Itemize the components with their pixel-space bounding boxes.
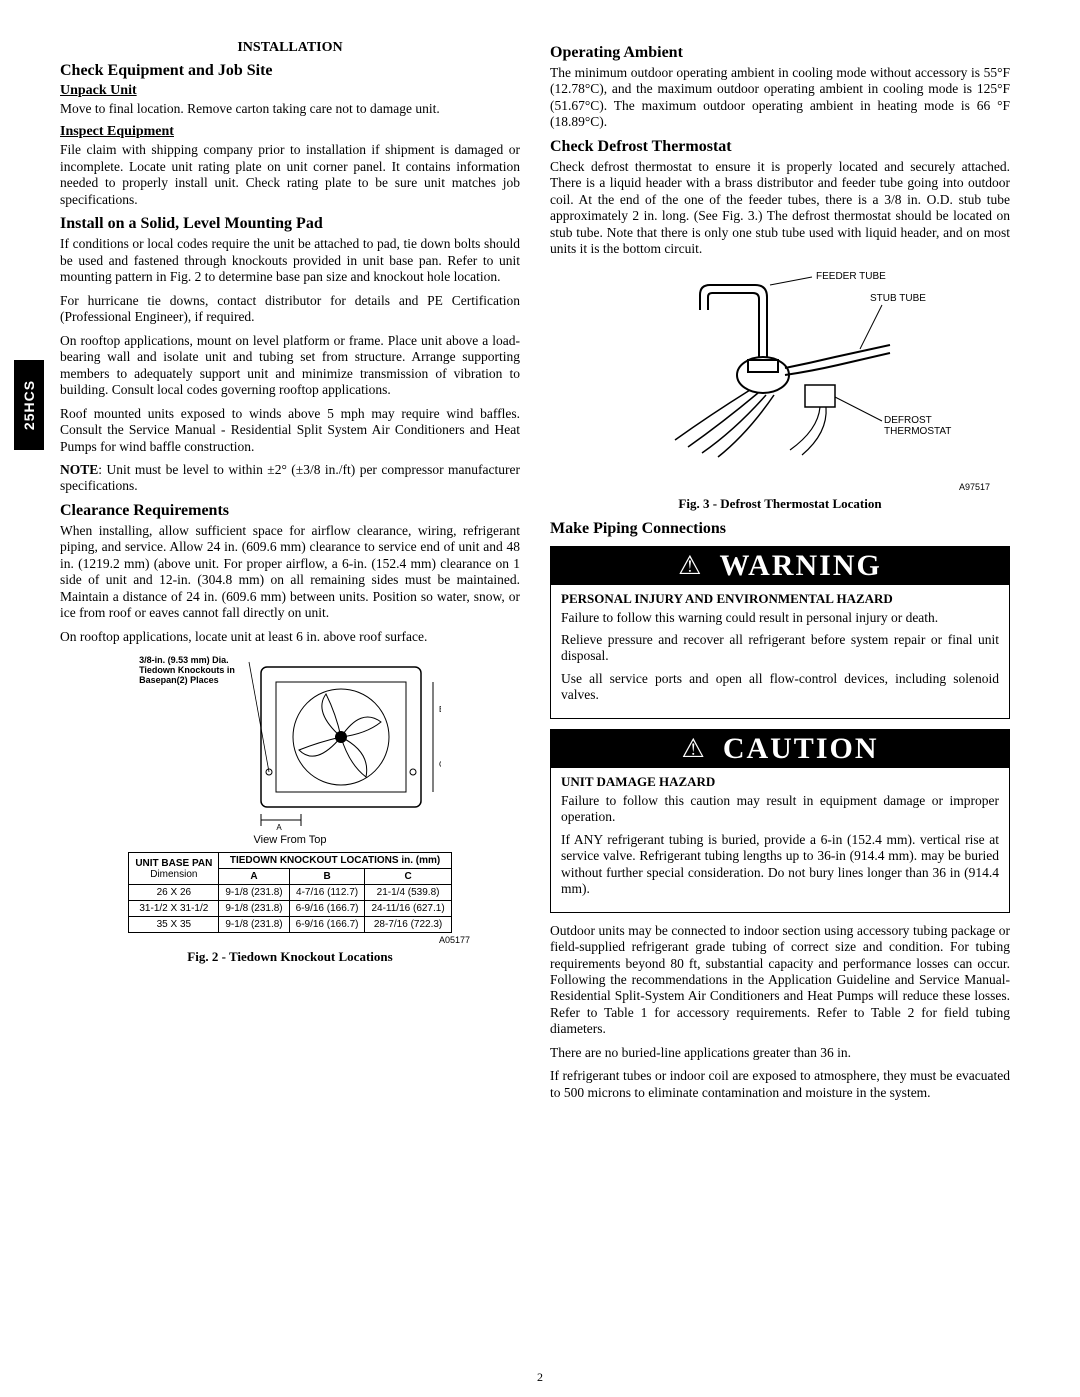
caution-title: CAUTION [723,732,879,766]
outdoor-p3: If refrigerant tubes or indoor coil are … [550,1068,1010,1101]
inspect-heading: Inspect Equipment [60,124,520,140]
fig2-note: 3/8-in. (9.53 mm) Dia. Tiedown Knockouts… [139,656,235,686]
th-b: B [289,869,365,885]
figure-3: FEEDER TUBE STUB TUBE DEFROST THERMOSTAT… [550,265,1010,512]
side-tab-label: 25HCS [21,380,37,430]
side-tab: 25HCS [14,360,44,450]
table-row: 31-1/2 X 31-1/2 9-1/8 (231.8) 6-9/16 (16… [129,901,451,917]
note-rest: : Unit must be level to within ±2° (±3/8… [60,462,520,493]
caution-subtitle: UNIT DAMAGE HAZARD [561,774,999,790]
left-column: 25HCS INSTALLATION Check Equipment and J… [60,40,520,1108]
defrost-heading: Check Defrost Thermostat [550,138,1010,156]
install-p4: Roof mounted units exposed to winds abov… [60,406,520,455]
svg-text:C: C [439,760,441,769]
unpack-body: Move to final location. Remove carton ta… [60,101,520,117]
outdoor-p1: Outdoor units may be connected to indoor… [550,923,1010,1038]
make-piping-heading: Make Piping Connections [550,520,1010,538]
clearance-p1: When installing, allow sufficient space … [60,523,520,622]
install-p2: For hurricane tie downs, contact distrib… [60,293,520,326]
caution-p1: Failure to follow this caution may resul… [561,793,999,826]
right-column: Operating Ambient The minimum outdoor op… [550,40,1010,1108]
svg-text:A: A [276,823,282,832]
check-equipment-heading: Check Equipment and Job Site [60,62,520,80]
th-basepan: UNIT BASE PAN Dimension [129,853,219,885]
table-row: 26 X 26 9-1/8 (231.8) 4-7/16 (112.7) 21-… [129,885,451,901]
th-locations: TIEDOWN KNOCKOUT LOCATIONS in. (mm) [219,853,451,869]
install-note: NOTE: Unit must be level to within ±2° (… [60,462,520,495]
svg-text:B: B [439,705,441,714]
fig2-caption: Fig. 2 - Tiedown Knockout Locations [60,949,520,965]
caution-header: ⚠ CAUTION [551,730,1009,768]
page-number: 2 [537,1370,543,1385]
figure-2: 3/8-in. (9.53 mm) Dia. Tiedown Knockouts… [60,652,520,846]
table-row: 35 X 35 9-1/8 (231.8) 6-9/16 (166.7) 28-… [129,917,451,933]
fig2-id: A05177 [110,935,470,945]
unpack-heading: Unpack Unit [60,83,520,99]
fig3-id: A97517 [550,482,1010,492]
operating-body: The minimum outdoor operating ambient in… [550,65,1010,131]
section-label: INSTALLATION [60,40,520,56]
warning-p3: Use all service ports and open all flow-… [561,671,999,704]
note-label: NOTE [60,462,98,477]
caution-box: ⚠ CAUTION UNIT DAMAGE HAZARD Failure to … [550,729,1010,913]
fig3-caption: Fig. 3 - Defrost Thermostat Location [550,496,1010,512]
caution-p2: If ANY refrigerant tubing is buried, pro… [561,832,999,898]
caution-icon: ⚠ [682,736,705,762]
inspect-body: File claim with shipping company prior t… [60,142,520,208]
fig3-svg: FEEDER TUBE STUB TUBE DEFROST THERMOSTAT [580,265,980,475]
clearance-p2: On rooftop applications, locate unit at … [60,629,520,645]
install-p1: If conditions or local codes require the… [60,236,520,285]
fig3-stub-label: STUB TUBE [870,293,926,304]
th-a: A [219,869,289,885]
clearance-heading: Clearance Requirements [60,502,520,520]
fig2-svg: A B C [241,652,441,832]
tiedown-table: UNIT BASE PAN Dimension TIEDOWN KNOCKOUT… [128,852,451,933]
warning-icon: ⚠ [678,553,701,579]
outdoor-p2: There are no buried-line applications gr… [550,1045,1010,1061]
tiedown-table-wrap: UNIT BASE PAN Dimension TIEDOWN KNOCKOUT… [110,852,470,945]
warning-header: ⚠ WARNING [551,547,1009,585]
th-c: C [365,869,451,885]
warning-title: WARNING [719,549,881,583]
fig3-defrost-label: DEFROST [884,415,932,426]
warning-p2: Relieve pressure and recover all refrige… [561,632,999,665]
caution-body: UNIT DAMAGE HAZARD Failure to follow thi… [551,768,1009,912]
fig3-feeder-label: FEEDER TUBE [816,271,886,282]
install-heading: Install on a Solid, Level Mounting Pad [60,215,520,233]
install-p3: On rooftop applications, mount on level … [60,333,520,399]
fig2-view-label: View From Top [60,834,520,846]
svg-text:THERMOSTAT: THERMOSTAT [884,426,951,437]
warning-subtitle: PERSONAL INJURY AND ENVIRONMENTAL HAZARD [561,591,999,607]
defrost-body: Check defrost thermostat to ensure it is… [550,159,1010,258]
operating-heading: Operating Ambient [550,44,1010,62]
warning-p1: Failure to follow this warning could res… [561,610,999,626]
warning-body: PERSONAL INJURY AND ENVIRONMENTAL HAZARD… [551,585,1009,718]
warning-box: ⚠ WARNING PERSONAL INJURY AND ENVIRONMEN… [550,546,1010,719]
